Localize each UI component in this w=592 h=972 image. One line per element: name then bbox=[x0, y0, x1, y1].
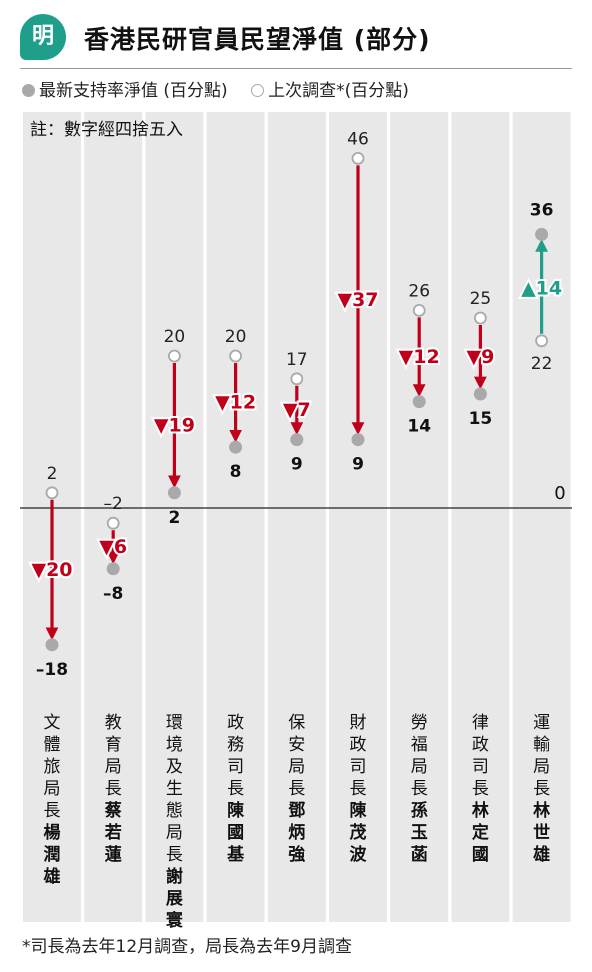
official-name: 鄧炳強 bbox=[288, 801, 306, 865]
official-name: 林定國 bbox=[471, 801, 489, 865]
change-label: ▼19 bbox=[154, 414, 195, 436]
current-value-label: 14 bbox=[407, 417, 431, 437]
zero-tick-label: 0 bbox=[554, 483, 565, 504]
change-label: ▼37 bbox=[337, 289, 378, 311]
previous-value-label: 46 bbox=[347, 129, 369, 149]
official-name: 楊潤雄 bbox=[43, 823, 61, 887]
current-point bbox=[473, 387, 487, 401]
previous-point bbox=[351, 151, 365, 165]
previous-value-label: 26 bbox=[408, 281, 430, 301]
current-value-label: –18 bbox=[36, 660, 68, 680]
previous-point bbox=[535, 334, 548, 348]
change-label: ▲14 bbox=[521, 278, 562, 300]
legend-previous-label: 上次調查*(百分點) bbox=[268, 81, 409, 101]
change-label: ▼20 bbox=[31, 559, 72, 581]
title-divider bbox=[20, 68, 572, 69]
official-label: 律政司長林定國 bbox=[467, 712, 493, 866]
previous-value-label: –2 bbox=[104, 494, 123, 514]
official-name: 謝展寰 bbox=[165, 867, 183, 931]
current-value-label: 9 bbox=[291, 455, 303, 475]
official-title: 勞福局長 bbox=[410, 713, 428, 799]
previous-value-label: 2 bbox=[47, 464, 58, 484]
change-label: ▼6 bbox=[99, 536, 127, 558]
hollow-dot-icon bbox=[251, 84, 265, 97]
brand-logo: 明 bbox=[20, 14, 66, 60]
legend-current-label: 最新支持率淨值 (百分點) bbox=[39, 81, 228, 101]
current-value-label: 2 bbox=[168, 508, 180, 528]
current-value-label: –8 bbox=[103, 584, 123, 604]
official-label: 政務司長陳國基 bbox=[223, 712, 249, 866]
current-point bbox=[412, 395, 426, 409]
change-label: ▼7 bbox=[283, 399, 311, 421]
survey-footnote: *司長為去年12月調查，局長為去年9月調查 bbox=[22, 937, 352, 957]
current-point bbox=[167, 486, 181, 500]
current-point bbox=[290, 433, 304, 447]
current-value-label: 8 bbox=[230, 462, 242, 482]
previous-value-label: 20 bbox=[225, 327, 247, 347]
official-name: 孫玉菡 bbox=[410, 801, 428, 865]
official-label: 保安局長鄧炳強 bbox=[284, 712, 310, 866]
chart-header: 明 香港民研官員民望淨值 (部分) bbox=[0, 0, 592, 70]
previous-value-label: 20 bbox=[164, 327, 186, 347]
column-band bbox=[451, 112, 510, 922]
official-name: 林世雄 bbox=[533, 801, 551, 865]
official-name: 陳茂波 bbox=[349, 801, 367, 865]
previous-point bbox=[412, 303, 426, 317]
current-value-label: 36 bbox=[530, 200, 554, 220]
legend-item-current: 最新支持率淨值 (百分點) bbox=[22, 76, 228, 101]
column-band bbox=[145, 112, 204, 922]
change-label: ▼12 bbox=[215, 392, 256, 414]
legend-item-previous: 上次調查*(百分點) bbox=[251, 76, 409, 101]
previous-point bbox=[45, 486, 59, 500]
previous-value-label: 25 bbox=[470, 289, 492, 309]
previous-point bbox=[290, 372, 304, 386]
official-label: 環境及生態局長謝展寰 bbox=[161, 712, 187, 932]
official-title: 保安局長 bbox=[288, 713, 306, 799]
official-label: 運輸局長林世雄 bbox=[529, 712, 555, 866]
previous-point bbox=[167, 349, 181, 363]
official-title: 律政司長 bbox=[471, 713, 489, 799]
official-label: 教育局長蔡若蓮 bbox=[100, 712, 126, 866]
change-label: ▼9 bbox=[466, 346, 494, 368]
official-title: 財政司長 bbox=[349, 713, 367, 799]
official-title: 政務司長 bbox=[227, 713, 245, 799]
chart-legend: 最新支持率淨值 (百分點) 上次調查*(百分點) bbox=[22, 76, 427, 101]
column-band bbox=[390, 112, 449, 922]
current-point bbox=[106, 562, 120, 576]
column-band bbox=[267, 112, 326, 922]
official-label: 財政司長陳茂波 bbox=[345, 712, 371, 866]
official-title: 運輸局長 bbox=[533, 713, 551, 799]
current-value-label: 9 bbox=[352, 455, 364, 475]
previous-point bbox=[229, 349, 243, 363]
previous-value-label: 22 bbox=[531, 354, 553, 374]
current-value-label: 15 bbox=[469, 409, 493, 429]
current-point bbox=[535, 227, 549, 241]
official-title: 教育局長 bbox=[104, 713, 122, 799]
official-title: 環境及生態局長 bbox=[165, 713, 183, 865]
previous-point bbox=[473, 311, 487, 325]
column-band bbox=[206, 112, 265, 922]
previous-point bbox=[106, 516, 120, 530]
change-label: ▼12 bbox=[399, 346, 440, 368]
current-point bbox=[229, 440, 243, 454]
rounding-note: 註：數字經四捨五入 bbox=[30, 120, 183, 140]
previous-value-label: 17 bbox=[286, 350, 308, 370]
official-label: 文體旅局長楊潤雄 bbox=[39, 712, 65, 888]
official-name: 蔡若蓮 bbox=[104, 801, 122, 865]
official-label: 勞福局長孫玉菡 bbox=[406, 712, 432, 866]
official-title: 文體旅局長 bbox=[43, 713, 61, 821]
chart-title: 香港民研官員民望淨值 (部分) bbox=[84, 25, 431, 54]
official-name: 陳國基 bbox=[227, 801, 245, 865]
current-point bbox=[45, 638, 59, 652]
filled-dot-icon bbox=[22, 84, 35, 97]
current-point bbox=[351, 433, 365, 447]
